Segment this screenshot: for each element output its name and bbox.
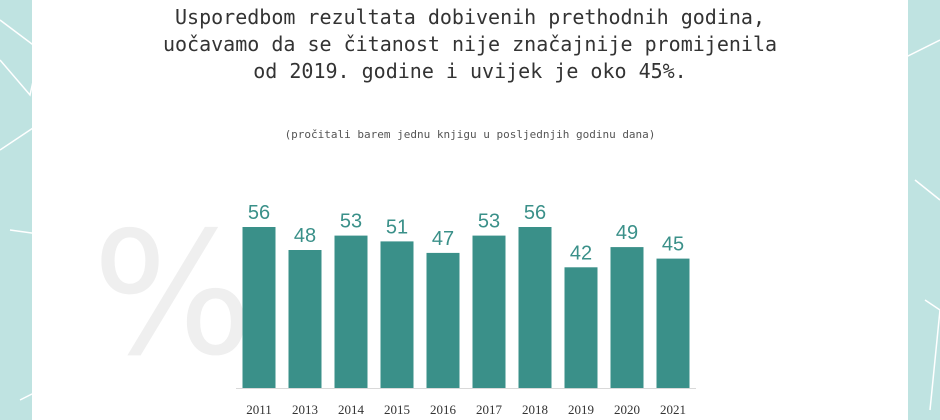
headline: Usporedbom rezultata dobivenih prethodni… bbox=[60, 4, 880, 85]
x-tick-label-2011: 2011 bbox=[246, 402, 272, 417]
data-label-2018: 56 bbox=[524, 202, 546, 224]
bar-2021 bbox=[656, 258, 690, 388]
bar-2018 bbox=[518, 227, 552, 388]
bar-2016 bbox=[426, 252, 460, 388]
x-tick-label-2019: 2019 bbox=[568, 402, 594, 417]
headline-line-2: uočavamo da se čitanost nije značajnije … bbox=[162, 32, 778, 56]
headline-line-1: Usporedbom rezultata dobivenih prethodni… bbox=[174, 5, 765, 29]
data-label-2015: 51 bbox=[386, 216, 408, 238]
x-tick-label-2017: 2017 bbox=[476, 402, 503, 417]
bar-2019 bbox=[564, 267, 598, 389]
chart-subtitle: (pročitali barem jednu knjigu u posljedn… bbox=[284, 128, 656, 141]
percent-watermark: % bbox=[92, 196, 254, 394]
data-label-2020: 49 bbox=[616, 222, 638, 244]
data-label-2011: 56 bbox=[248, 202, 270, 224]
bar-2013 bbox=[288, 250, 322, 388]
bar-2017 bbox=[472, 235, 506, 388]
x-tick-label-2018: 2018 bbox=[522, 402, 548, 417]
data-label-2019: 42 bbox=[570, 242, 592, 264]
left-decor-band bbox=[0, 0, 32, 420]
data-label-2014: 53 bbox=[340, 211, 362, 233]
bar-2015 bbox=[380, 241, 414, 388]
data-label-2016: 47 bbox=[432, 228, 454, 250]
data-label-2013: 48 bbox=[294, 225, 316, 247]
x-tick-label-2021: 2021 bbox=[660, 402, 686, 417]
bar-2020 bbox=[610, 247, 644, 388]
x-tick-label-2015: 2015 bbox=[384, 402, 410, 417]
right-decor-band bbox=[908, 0, 940, 420]
x-tick-label-2020: 2020 bbox=[614, 402, 640, 417]
x-tick-label-2016: 2016 bbox=[430, 402, 457, 417]
bar-2014 bbox=[334, 235, 368, 388]
x-tick-label-2013: 2013 bbox=[292, 402, 318, 417]
data-label-2021: 45 bbox=[662, 234, 684, 256]
bar-2011 bbox=[242, 227, 276, 388]
data-label-2017: 53 bbox=[478, 211, 500, 233]
x-tick-label-2014: 2014 bbox=[338, 402, 365, 417]
headline-line-3: od 2019. godine i uvijek je oko 45%. bbox=[253, 59, 687, 83]
